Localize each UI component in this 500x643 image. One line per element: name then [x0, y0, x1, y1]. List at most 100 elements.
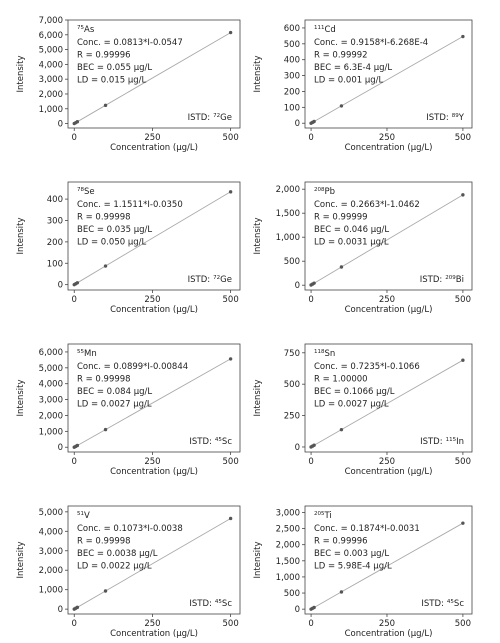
y-tick-label: 1,500 [276, 557, 300, 567]
x-tick-label: 0 [308, 457, 313, 467]
x-tick-label: 0 [308, 619, 313, 629]
y-tick-label: 100 [47, 259, 63, 269]
x-axis-label: Concentration (µg/L) [110, 305, 198, 315]
istd-element: In [456, 437, 464, 447]
y-axis-label: Intensity [253, 56, 263, 93]
data-point [228, 30, 233, 35]
y-tick-label: 1,500 [276, 209, 300, 219]
x-tick-label: 500 [455, 457, 471, 467]
y-tick-label: 400 [47, 195, 63, 205]
y-tick-label: 300 [47, 216, 63, 226]
y-tick-label: 7,000 [39, 16, 63, 26]
y-tick-label: 0 [58, 443, 63, 453]
istd-prefix: ISTD: [188, 113, 211, 123]
istd-element: Y [458, 113, 465, 123]
element-symbol: Se [84, 187, 95, 197]
istd-prefix: ISTD: [189, 599, 212, 609]
y-tick-label: 5,000 [39, 508, 63, 518]
istd-element: Bi [456, 275, 464, 285]
y-tick-label: 2,000 [39, 411, 63, 421]
x-axis-label: Concentration (µg/L) [110, 629, 198, 639]
data-point [461, 193, 465, 197]
fit-stat: LD = 5.98E-4 µg/L [314, 562, 392, 572]
fit-stat: Conc. = 0.2663*I-1.0462 [314, 200, 420, 210]
x-axis-label: Concentration (µg/L) [110, 143, 198, 153]
isotope-mass: 205 [314, 511, 325, 517]
y-tick-label: 0 [295, 119, 300, 129]
data-point [228, 357, 233, 361]
y-tick-label: 100 [284, 103, 300, 113]
fit-stat: Conc. = 0.9158*I-6.268E-4 [314, 38, 428, 48]
fit-stat: BEC = 0.055 µg/L [77, 63, 152, 73]
x-tick-label: 250 [379, 295, 395, 305]
x-tick-label: 0 [308, 133, 313, 143]
x-tick-label: 250 [144, 457, 160, 467]
data-point [103, 264, 108, 268]
element-symbol: As [84, 25, 95, 35]
data-point [312, 281, 316, 285]
fit-stat: R = 0.99992 [314, 51, 368, 61]
y-tick-label: 1,000 [276, 233, 300, 243]
y-tick-label: 200 [284, 87, 300, 97]
fit-stat: BEC = 0.1066 µg/L [314, 387, 395, 397]
y-tick-label: 0 [58, 605, 63, 615]
isotope-mass: 118 [314, 349, 325, 355]
fit-stat: R = 0.99999 [314, 213, 368, 223]
y-tick-label: 2,000 [276, 185, 300, 195]
x-axis-label: Concentration (µg/L) [345, 467, 433, 477]
y-tick-label: 2,500 [276, 525, 300, 535]
isotope-mass: 55 [77, 349, 84, 355]
isotope-mass: 111 [314, 25, 325, 31]
x-axis-label: Concentration (µg/L) [345, 143, 433, 153]
fit-stat: Conc. = 0.1874*I-0.0031 [314, 524, 420, 534]
data-point [103, 103, 108, 108]
y-tick-label: 2,000 [39, 566, 63, 576]
data-point [75, 443, 80, 448]
plot-frame [304, 181, 473, 291]
panel: 0 500 1,000 1,500 2,000 2,500 3,000 0 250 500 Conc… [253, 505, 473, 639]
istd-element: Sc [222, 437, 232, 447]
x-tick-label: 250 [144, 295, 160, 305]
element-title: 118Sn [314, 349, 335, 359]
y-tick-label: 600 [284, 24, 300, 34]
istd-mass: 72 [213, 275, 220, 281]
fit-stat: R = 1.00000 [314, 375, 368, 385]
data-point [75, 281, 80, 285]
y-tick-label: 500 [284, 380, 300, 390]
y-tick-label: 400 [284, 56, 300, 66]
y-axis-label: Intensity [16, 380, 26, 417]
data-point [312, 443, 316, 447]
y-tick-label: 0 [58, 281, 63, 291]
istd-mass: 209 [445, 275, 456, 281]
y-tick-label: 3,000 [39, 75, 63, 85]
x-tick-label: 0 [72, 295, 77, 305]
fit-stat: Conc. = 0.0899*I-0.00844 [77, 362, 188, 372]
y-tick-label: 0 [58, 120, 63, 130]
y-tick-label: 3,000 [39, 396, 63, 406]
y-tick-label: 250 [284, 412, 300, 422]
x-tick-label: 0 [72, 619, 77, 629]
fit-stat: BEC = 0.003 µg/L [314, 549, 389, 559]
x-tick-label: 500 [455, 133, 471, 143]
y-tick-label: 3,000 [276, 508, 300, 518]
istd-element: Ge [220, 275, 232, 285]
x-tick-label: 0 [72, 457, 77, 467]
istd-label: ISTD: 209Bi [420, 275, 464, 285]
y-tick-label: 0 [295, 443, 300, 453]
fit-stat: Conc. = 0.1073*I-0.0038 [77, 524, 183, 534]
x-axis-label: Concentration (µg/L) [345, 305, 433, 315]
plot-frame [304, 19, 473, 129]
istd-prefix: ISTD: [188, 275, 211, 285]
istd-prefix: ISTD: [420, 437, 443, 447]
plot-frame [304, 343, 473, 453]
istd-prefix: ISTD: [420, 275, 443, 285]
isotope-mass: 75 [77, 25, 84, 31]
data-point [103, 589, 108, 593]
element-symbol: Ti [324, 511, 332, 521]
data-point [75, 120, 80, 124]
data-point [461, 358, 465, 362]
y-tick-label: 1,000 [276, 573, 300, 583]
y-tick-label: 500 [284, 257, 300, 267]
istd-mass: 45 [215, 599, 222, 605]
